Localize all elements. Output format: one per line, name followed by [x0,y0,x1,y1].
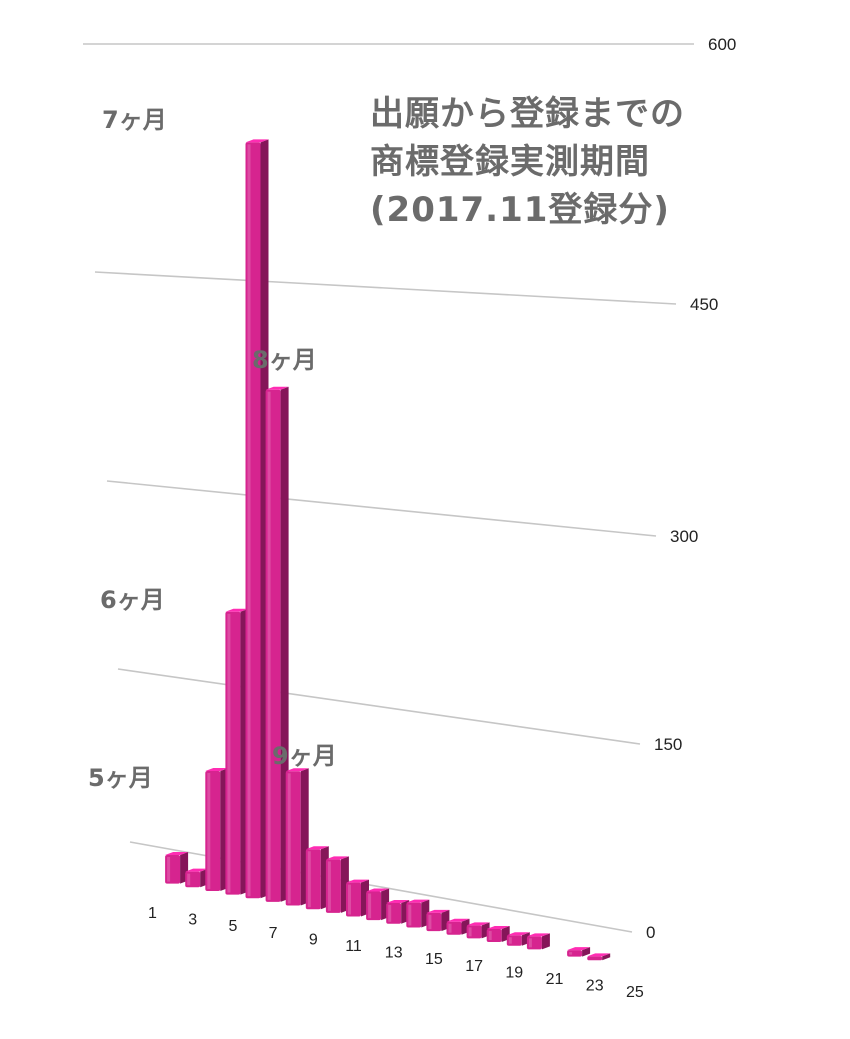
annotation-9-months: 9ヶ月 [272,736,337,771]
bar-highlight [288,773,291,903]
x-tick-label: 19 [505,964,523,981]
chart-title-line-3: (2017.11登録分) [370,186,685,234]
bar [306,846,329,909]
x-tick-label: 5 [228,918,237,935]
x-tick-label: 7 [269,925,278,942]
bar [205,768,228,891]
gridline [95,272,676,304]
y-tick-label: 300 [670,527,698,546]
bar [487,926,510,942]
bar [286,768,309,905]
x-tick-label: 13 [385,945,403,962]
bar-highlight [569,952,572,955]
bar [567,947,590,957]
bar [266,387,289,902]
bar-highlight [368,893,371,918]
bar-highlight [268,392,271,900]
x-tick-label: 15 [425,951,443,968]
x-tick-label: 3 [188,912,197,929]
bar [165,852,188,884]
chart-title-line-2: 商標登録実測期間 [370,138,685,186]
bar-highlight [509,937,512,943]
bar-highlight [328,861,331,910]
bar [225,609,248,895]
bar [246,139,269,898]
bar-highlight [428,915,431,929]
bar-front [587,956,602,960]
bar-highlight [449,924,452,933]
bar-highlight [408,905,411,926]
bar [447,919,470,935]
x-tick-label: 9 [309,931,318,948]
bar-highlight [187,874,190,886]
bar [326,856,349,912]
bar-highlight [167,857,170,882]
bar-highlight [348,885,351,915]
annotation-7-months: 7ヶ月 [102,100,167,135]
bar-highlight [207,773,210,889]
x-tick-label: 23 [586,978,604,995]
bar [467,922,490,938]
x-tick-label: 25 [626,984,644,1001]
chart-title-line-1: 出願から登録までの [370,90,685,138]
bar [386,900,409,924]
bar-highlight [227,614,230,893]
bar [185,869,208,888]
x-tick-label: 21 [546,971,564,988]
y-tick-label: 0 [646,923,655,942]
bar [587,953,610,960]
bar [366,888,389,920]
gridline [118,669,640,744]
x-tick-label: 1 [148,905,157,922]
bar [406,900,429,928]
bar-highlight [388,905,391,922]
bar-highlight [469,927,472,936]
x-tick-label: 11 [345,938,362,955]
chart-title: 出願から登録までの 商標登録実測期間 (2017.11登録分) [370,90,685,234]
y-tick-label: 450 [690,295,718,314]
annotation-8-months: 8ヶ月 [252,340,317,375]
bar [426,910,449,931]
bar-highlight [308,851,311,907]
annotation-6-months: 6ヶ月 [100,580,165,615]
bars [165,139,610,960]
y-tick-label: 150 [654,735,682,754]
annotation-5-months: 5ヶ月 [88,758,153,793]
bar [507,932,530,945]
bar-highlight [248,144,251,896]
gridline [107,481,656,536]
bar-highlight [489,931,492,940]
y-tick-label: 600 [708,35,736,54]
bar [527,933,550,949]
x-tick-label: 17 [465,958,483,975]
bar-highlight [529,938,532,947]
bar [346,880,369,917]
